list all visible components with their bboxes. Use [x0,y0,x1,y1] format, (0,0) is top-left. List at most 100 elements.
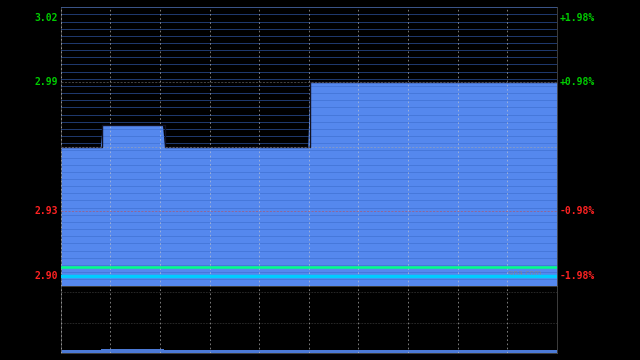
Bar [195,350,196,353]
Bar [330,350,332,353]
Bar [240,350,243,353]
Bar [228,350,230,353]
Bar [492,350,493,353]
Bar [196,350,199,353]
Bar [308,350,311,353]
Bar [440,350,442,353]
Bar [122,349,124,353]
Bar [554,350,556,353]
Bar [350,350,353,353]
Bar [446,350,448,353]
Bar [375,350,378,353]
Bar [216,350,218,353]
Bar [495,350,498,353]
Bar [303,350,305,353]
Bar [456,350,458,353]
Bar [547,350,550,353]
Bar [172,350,174,353]
Bar [290,350,292,353]
Bar [336,350,338,353]
Bar [269,350,271,353]
Bar [390,350,392,353]
Bar [91,350,93,353]
Bar [199,350,201,353]
Bar [346,350,348,353]
Bar [392,350,394,353]
Bar [251,350,253,353]
Bar [188,350,191,353]
Bar [246,350,248,353]
Bar [552,350,554,353]
Bar [84,350,87,353]
Bar [371,350,373,353]
Bar [253,350,255,353]
Bar [415,350,417,353]
Text: 2.90: 2.90 [35,271,58,280]
Bar [460,350,462,353]
Bar [132,349,134,353]
Bar [218,350,220,353]
Bar [516,350,518,353]
Bar [184,350,186,353]
Bar [356,350,358,353]
Bar [398,350,400,353]
Bar [191,350,193,353]
Bar [527,350,529,353]
Text: -1.98%: -1.98% [559,271,595,280]
Bar [193,350,195,353]
Bar [109,349,111,353]
Bar [164,350,166,353]
Bar [182,350,184,353]
Bar [373,350,375,353]
Bar [512,350,515,353]
Bar [81,350,83,353]
Bar [413,350,415,353]
Bar [276,350,278,353]
Bar [438,350,440,353]
Bar [402,350,404,353]
Bar [319,350,321,353]
Bar [545,350,547,353]
Bar [257,350,259,353]
Bar [363,350,365,353]
Bar [481,350,483,353]
Bar [510,350,512,353]
Bar [355,350,356,353]
Bar [435,350,438,353]
Bar [284,350,286,353]
Bar [248,350,251,353]
Bar [180,350,182,353]
Bar [444,350,446,353]
Bar [385,350,388,353]
Bar [68,350,70,353]
Bar [97,350,99,353]
Bar [410,350,413,353]
Bar [541,350,543,353]
Bar [425,350,427,353]
Bar [296,350,298,353]
Bar [450,350,452,353]
Bar [143,349,145,353]
Bar [400,350,402,353]
Bar [221,350,224,353]
Bar [321,350,323,353]
Bar [128,349,131,353]
Bar [243,350,244,353]
Bar [381,350,383,353]
Bar [423,350,425,353]
Bar [380,350,381,353]
Bar [442,350,444,353]
Bar [178,350,180,353]
Bar [203,350,205,353]
Bar [111,349,114,353]
Bar [99,350,101,353]
Bar [485,350,487,353]
Bar [421,350,423,353]
Bar [134,349,136,353]
Bar [263,350,265,353]
Bar [114,349,116,353]
Bar [282,350,284,353]
Bar [537,350,539,353]
Bar [493,350,495,353]
Bar [174,350,176,353]
